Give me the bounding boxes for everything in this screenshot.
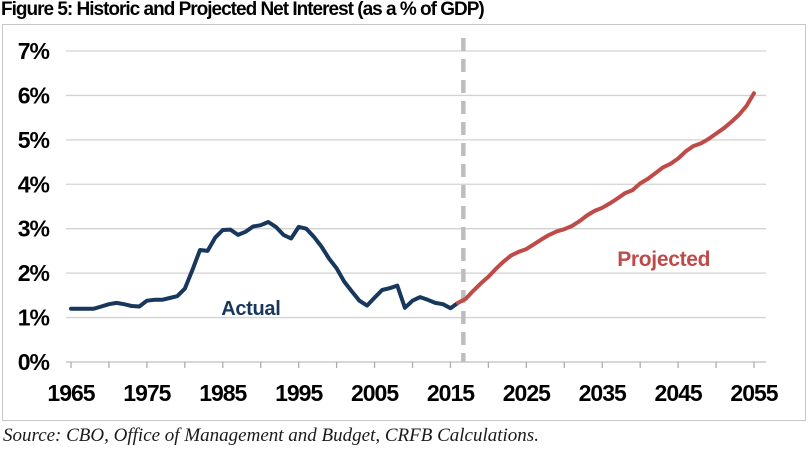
projected-series-label: Projected [617, 248, 710, 271]
y-tick-label: 5% [18, 127, 50, 153]
x-tick-label: 2035 [579, 380, 627, 406]
chart-title: Figure 5: Historic and Projected Net Int… [1, 0, 485, 20]
y-tick-label: 4% [18, 171, 50, 197]
x-tick-label: 1965 [47, 380, 95, 406]
actual-series-label: Actual [221, 298, 280, 320]
x-tick-label: 1995 [275, 380, 323, 406]
y-tick-label: 0% [18, 349, 50, 375]
chart-plot-frame: Actual Projected 0% 1% 2% 3% 4% 5% 6% 7% 1965 1975 1… [2, 24, 806, 421]
y-tick-label: 3% [18, 216, 50, 242]
y-tick-label: 1% [18, 305, 50, 331]
x-tick-label: 2055 [730, 380, 778, 406]
x-tick-label: 1975 [123, 380, 171, 406]
y-tick-label: 2% [18, 260, 50, 286]
x-tick-label: 2025 [503, 380, 551, 406]
y-tick-label: 6% [18, 82, 50, 108]
projected-series-line [456, 91, 756, 305]
x-tick-label: 1985 [199, 380, 247, 406]
x-tick-label: 2015 [427, 380, 475, 406]
x-tick-label: 2005 [351, 380, 399, 406]
y-tick-label: 7% [18, 38, 50, 64]
actual-series-line [69, 220, 460, 311]
chart-canvas: Actual Projected 0% 1% 2% 3% 4% 5% 6% 7% 1965 1975 1… [18, 38, 780, 406]
x-tick-label: 2045 [655, 380, 703, 406]
source-note: Source: CBO, Office of Management and Bu… [3, 425, 539, 446]
